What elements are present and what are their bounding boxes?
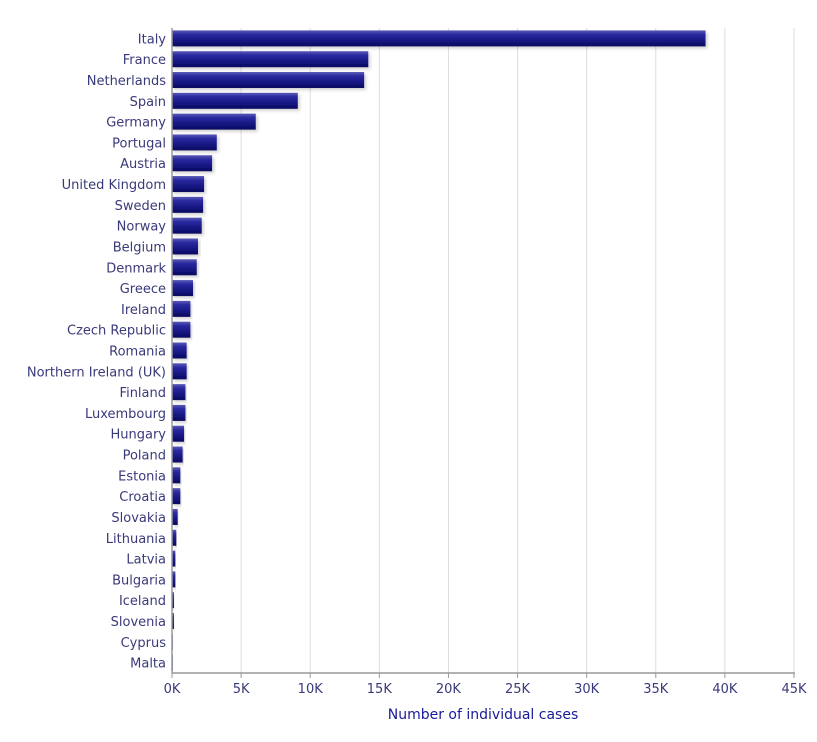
- category-label: Hungary: [110, 428, 166, 443]
- category-label: Slovenia: [111, 615, 166, 630]
- x-axis-title: Number of individual cases: [388, 707, 579, 723]
- bar-bulgaria[interactable]: [172, 571, 176, 588]
- category-label: Belgium: [113, 240, 166, 255]
- bar-netherlands[interactable]: [172, 72, 365, 89]
- category-label: France: [123, 53, 166, 68]
- x-tick-label: 15K: [367, 682, 393, 697]
- category-label: Slovakia: [111, 511, 166, 526]
- bar-ireland[interactable]: [172, 300, 191, 317]
- category-label: Northern Ireland (UK): [27, 365, 166, 380]
- category-label: Cyprus: [121, 636, 167, 651]
- x-tick-label: 0K: [164, 682, 181, 697]
- bar-romania[interactable]: [172, 342, 187, 359]
- bar-czech-republic[interactable]: [172, 321, 191, 338]
- category-label: Ireland: [121, 303, 166, 318]
- category-label: Malta: [130, 657, 166, 672]
- bar-united-kingdom[interactable]: [172, 176, 205, 193]
- bar-finland[interactable]: [172, 384, 186, 401]
- category-label: Iceland: [119, 594, 166, 609]
- bar-estonia[interactable]: [172, 467, 181, 484]
- x-tick-label: 30K: [574, 682, 600, 697]
- bar-austria[interactable]: [172, 155, 213, 172]
- bar-luxembourg[interactable]: [172, 404, 186, 421]
- bar-sweden[interactable]: [172, 196, 204, 213]
- bar-france[interactable]: [172, 51, 369, 68]
- category-label: Greece: [120, 282, 166, 297]
- x-tick-label: 45K: [781, 682, 807, 697]
- category-label: Spain: [130, 95, 166, 110]
- bar-belgium[interactable]: [172, 238, 198, 255]
- bar-greece[interactable]: [172, 280, 194, 297]
- bar-slovenia[interactable]: [172, 612, 174, 629]
- category-label: Norway: [117, 220, 167, 235]
- category-label: United Kingdom: [62, 178, 166, 193]
- category-label: Finland: [120, 386, 166, 401]
- category-label: Sweden: [115, 199, 166, 214]
- bar-poland[interactable]: [172, 446, 183, 463]
- x-tick-label: 40K: [712, 682, 738, 697]
- bar-italy[interactable]: [172, 30, 706, 47]
- category-label: Bulgaria: [112, 573, 166, 588]
- x-tick-label: 25K: [505, 682, 531, 697]
- bar-iceland[interactable]: [172, 592, 174, 609]
- category-label: Luxembourg: [85, 407, 166, 422]
- category-label: Denmark: [106, 261, 166, 276]
- bar-latvia[interactable]: [172, 550, 176, 567]
- bar-croatia[interactable]: [172, 488, 181, 505]
- category-label: Germany: [106, 116, 166, 131]
- category-label: Italy: [138, 32, 167, 47]
- x-tick-label: 35K: [643, 682, 669, 697]
- bar-hungary[interactable]: [172, 425, 185, 442]
- category-label: Latvia: [126, 553, 166, 568]
- category-label: Netherlands: [87, 74, 166, 89]
- bar-slovakia[interactable]: [172, 508, 178, 525]
- bar-norway[interactable]: [172, 217, 202, 234]
- bar-denmark[interactable]: [172, 259, 197, 276]
- category-label: Romania: [109, 345, 166, 360]
- category-label: Portugal: [112, 136, 166, 151]
- category-label: Estonia: [118, 469, 166, 484]
- category-label: Czech Republic: [67, 324, 166, 339]
- bar-portugal[interactable]: [172, 134, 217, 151]
- category-label: Lithuania: [106, 532, 166, 547]
- bar-spain[interactable]: [172, 92, 298, 109]
- category-label: Austria: [120, 157, 166, 172]
- x-tick-label: 20K: [436, 682, 462, 697]
- x-tick-label: 5K: [233, 682, 250, 697]
- x-tick-label: 10K: [298, 682, 324, 697]
- bar-northern-ireland-uk[interactable]: [172, 363, 187, 380]
- bar-germany[interactable]: [172, 113, 256, 130]
- category-label: Poland: [123, 449, 166, 464]
- bar-lithuania[interactable]: [172, 529, 177, 546]
- category-label: Croatia: [119, 490, 166, 505]
